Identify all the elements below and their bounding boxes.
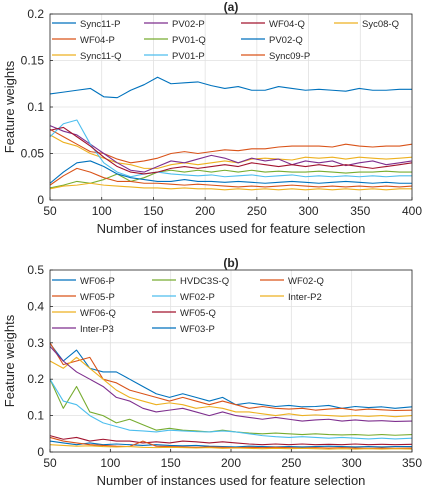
series-line-inter-p3 [49,346,413,422]
series-line-sync11-p [49,76,412,99]
x-tick-label: 100 [92,204,112,218]
series-line-wf05-p [49,342,413,412]
y-tick-label: 0.5 [27,263,44,277]
legend-label: Inter-P3 [80,324,114,335]
legend-label: Sync11-Q [80,51,122,62]
x-tick-label: 250 [247,204,267,218]
legend-label: WF05-Q [180,308,216,319]
legend-label: WF02-P [180,292,215,303]
y-tick-label: 0 [37,193,44,207]
series-line-wf03-p [49,440,412,448]
series-line-wf06-p [49,343,413,409]
x-tick-label: 150 [143,204,163,218]
series-line-pv01-p [49,119,412,178]
series-line-wf02-p [49,378,413,440]
legend: WF06-P WF05-P WF06-Q Inter-P3 HVDC3S-Q WF02-P… [52,276,324,335]
x-tick-label: 350 [402,456,422,470]
x-axis-label: Number of instances used for feature sel… [97,473,366,488]
y-axis-label: Feature weights [2,314,17,407]
x-tick-label: 100 [100,456,120,470]
series-line-pv01-q [49,169,412,189]
legend-label: PV02-P [172,19,205,30]
x-tick-label: 200 [195,204,215,218]
legend-label: WF06-Q [80,308,116,319]
series-line-sync09-p [49,167,413,188]
series-line-syc08-q [49,182,412,191]
legend-label: HVDC3S-Q [180,276,229,287]
panel-title: (b) [223,256,238,270]
y-tick-label: 0.2 [27,7,44,21]
y-axis-label: Feature weights [2,60,17,153]
legend-label: Syc08-Q [362,19,399,30]
legend-label: PV02-Q [269,35,303,46]
y-tick-label: 0.05 [21,147,45,161]
legend-label: WF04-P [80,35,115,46]
legend-label: Sync11-P [80,19,120,30]
series-line-pv02-p [49,125,413,173]
series-line-wf02-q [49,436,413,449]
panel-title: (a) [224,0,239,14]
series-line-wf04-p [49,128,413,164]
y-tick-label: 0.1 [27,409,44,423]
y-tick-label: 0.4 [27,299,44,313]
x-tick-label: 50 [43,204,57,218]
x-tick-label: 300 [299,204,319,218]
legend: Sync11-P WF04-P Sync11-Q PV02-P PV01-Q PV01-P… [52,19,399,62]
series-line-wf05-q [49,435,413,446]
y-tick-label: 0.3 [27,336,44,350]
legend-label: WF02-Q [288,276,324,287]
legend-label: PV01-Q [172,35,206,46]
legend-label: WF06-P [80,276,115,287]
legend-label: WF05-P [80,292,115,303]
legend-label: WF03-P [180,324,215,335]
series-line-wf04-q [49,126,413,175]
series-line-pv02-q [49,160,412,184]
x-tick-label: 200 [221,456,241,470]
x-tick-label: 300 [342,456,362,470]
series-line-wf06-q [49,356,413,418]
x-tick-label: 250 [281,456,301,470]
y-tick-label: 0.2 [27,372,44,386]
y-tick-label: 0 [37,445,44,459]
panel-b: 50 100 150 200 250 300 350 0 0.1 0.2 0.3 0.4 0.5 (b) N… [2,256,422,488]
y-tick-label: 0.1 [27,100,44,114]
legend-label: Inter-P2 [288,292,322,303]
legend-label: WF04-Q [269,19,305,30]
x-axis-label: Number of instances used for feature sel… [97,221,366,236]
x-tick-label: 400 [402,204,422,218]
x-tick-label: 150 [161,456,181,470]
panel-a: 50 100 150 200 250 300 350 400 0 0.05 0.1 0.15 0.2 (a… [2,0,422,236]
y-tick-label: 0.15 [21,54,45,68]
x-tick-label: 50 [43,456,57,470]
x-tick-label: 350 [350,204,370,218]
legend-label: Sync09-P [269,51,310,62]
legend-label: PV01-P [172,51,205,62]
series-line-sync11-q [49,134,413,169]
series-line-inter-p2 [49,444,413,450]
